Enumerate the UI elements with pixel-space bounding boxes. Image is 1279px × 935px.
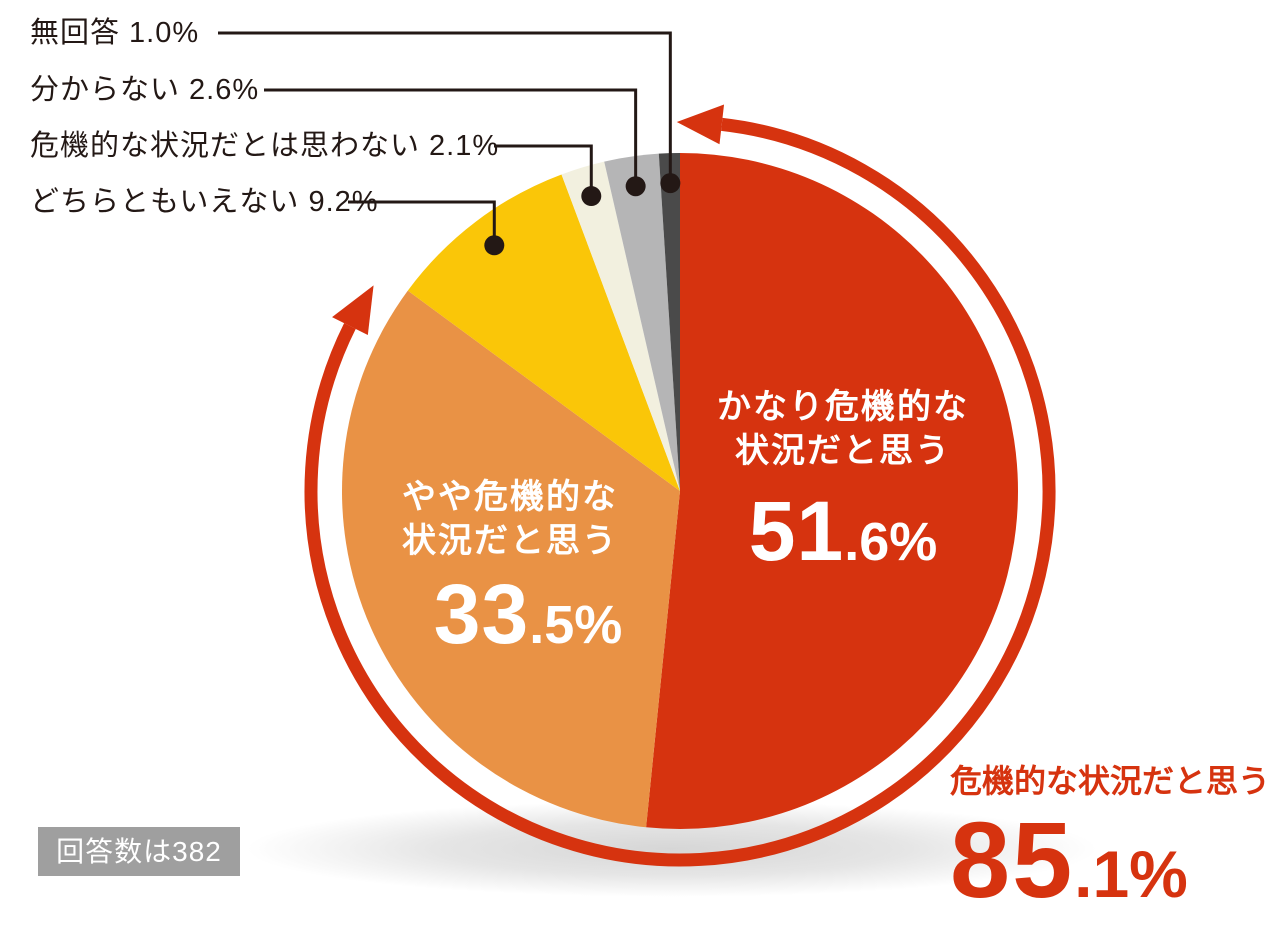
aggregate-arc [304,117,1056,867]
pie-slice-5 [658,153,680,491]
pct-whole: 85 [950,799,1075,920]
pie-slice-2 [407,174,680,491]
pie-slice-3 [561,161,680,491]
leader-dot-1 [625,176,646,197]
slice-label-line: 状況だと思う [735,432,951,470]
slice-label-line: かなり危機的な [717,388,969,426]
sample-size-badge: 回答数は382 [38,827,240,876]
pie-shadow [247,801,1097,897]
arc-arrowhead-upper-left [332,285,374,335]
annotation-value: 85.1% [950,806,1188,914]
callout-label-dont-know: 分からない 2.6% [30,74,260,106]
pie-slice-1 [341,290,680,828]
leader-dot-3 [484,235,505,256]
pct-frac: .1% [1074,837,1188,911]
slice-label-somewhat-critical: やや危機的な 状況だと思う [360,475,660,563]
callout-label-not-critical: 危機的な状況だとは思わない 2.1% [30,130,500,162]
pct-frac: .5% [529,595,623,655]
slice-value-very-critical: 51.6% [643,489,1043,573]
leader-line-1 [264,88,638,187]
callout-label-neither: どちらともいえない 9.2% [30,186,379,218]
leader-line-2 [494,144,593,197]
slice-label-very-critical: かなり危機的な 状況だと思う [643,385,1043,473]
pie-slice-0 [646,152,1019,829]
leader-line-0 [218,31,672,184]
leader-line-3 [348,200,496,246]
pct-whole: 33 [433,567,530,661]
arc-arrowhead-top [676,104,725,145]
pct-frac: .6% [844,512,938,572]
slice-value-somewhat-critical: 33.5% [378,572,678,656]
pct-whole: 51 [748,484,845,578]
annotation-title: 危機的な状況だと思う [950,763,1271,799]
pie-slice-4 [604,153,680,491]
slice-label-line: やや危機的な [402,478,618,516]
slice-label-line: 状況だと思う [402,522,618,560]
leader-dot-2 [581,186,602,207]
leader-dot-0 [660,173,681,194]
callout-label-no-answer: 無回答 1.0% [30,17,200,49]
